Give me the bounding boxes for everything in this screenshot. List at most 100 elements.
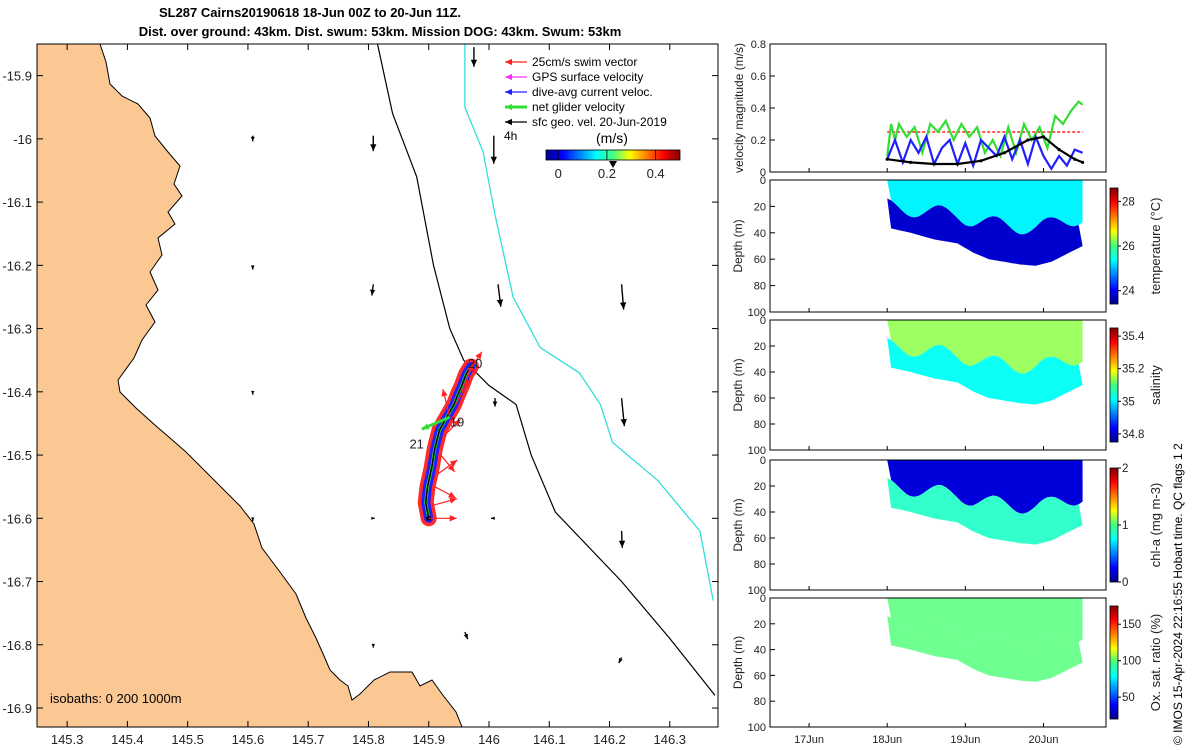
depth-tick-label: 100	[748, 585, 766, 597]
map-y-tick-label: -16.6	[2, 511, 32, 526]
velocity-point	[1026, 138, 1030, 142]
map-y-tick-label: -16	[13, 132, 32, 147]
swim-arrow	[437, 459, 458, 475]
depth-tick-label: 0	[760, 455, 766, 467]
velocity-tick-label: 0.6	[751, 71, 766, 83]
colorbar-tick-label: 35.4	[1122, 331, 1145, 343]
time-tick-label: 19Jun	[950, 734, 980, 746]
map-y-tick-label: -16.9	[2, 701, 32, 716]
depth-tick-label: 60	[754, 393, 766, 405]
depth-tick-label: 0	[760, 175, 766, 187]
section-lower-layer	[887, 615, 1083, 682]
sfc-geo-arrow	[250, 135, 255, 142]
colorbar-tick-label: 150	[1122, 619, 1141, 631]
colorbar-tick-label: 0	[1122, 577, 1128, 589]
map-y-tick-label: -16.7	[2, 575, 32, 590]
swim-vectors	[428, 351, 483, 522]
sfc-geo-arrow	[618, 530, 626, 548]
isobath-1000m	[464, 44, 714, 601]
colorbar-label: Ox. sat. ratio (%)	[1148, 614, 1163, 712]
map-y-tick-label: -15.9	[2, 69, 32, 84]
sfc-geo-arrow	[496, 284, 504, 307]
map-x-tick-label: 145.5	[171, 732, 204, 747]
sfc-geo-arrow	[250, 265, 255, 270]
colorbar-tick-label: 24	[1122, 286, 1135, 298]
glider-track	[417, 358, 479, 527]
colorbar-label: chl-a (mg m-3)	[1148, 483, 1163, 568]
section-colorbar	[1109, 187, 1119, 305]
legend-arrow	[505, 118, 527, 126]
colorbar-label: salinity	[1148, 365, 1163, 405]
depth-tick-label: 40	[754, 507, 766, 519]
swim-arrow	[431, 497, 458, 507]
sfc-geo-arrow	[470, 47, 478, 67]
land-coastline	[37, 44, 463, 727]
velocity-point	[1002, 151, 1007, 155]
velocity-point	[909, 160, 913, 164]
map-x-tick-label: 146.1	[533, 732, 566, 747]
time-tick-label: 20Jun	[1028, 734, 1058, 746]
sfc-geo-arrow	[618, 657, 623, 664]
velocity-point	[885, 157, 889, 161]
swim-arrow	[455, 378, 471, 405]
map-x-tick-label: 145.6	[232, 732, 265, 747]
depth-tick-label: 20	[754, 481, 766, 493]
velocity-tick-label: 0	[760, 167, 766, 179]
velocity-point	[1057, 148, 1061, 152]
legend-arrow	[505, 73, 527, 81]
colorbar-tick-label: 28	[1122, 196, 1135, 208]
depth-tick-label: 80	[754, 419, 766, 431]
sfc-geo-arrow	[490, 135, 497, 164]
colorbar-tick-label: 0.4	[647, 166, 665, 181]
colorbar-tick-label: 0	[555, 166, 562, 181]
map-x-tick-label: 146	[478, 732, 500, 747]
track-line	[424, 366, 472, 519]
sfc-geo-arrow	[251, 517, 255, 522]
section-lower-layer	[887, 198, 1083, 266]
colorbar-tick-label: 35.2	[1122, 364, 1144, 376]
depth-tick-label: 80	[754, 559, 766, 571]
sfc-geo-arrow	[620, 398, 627, 427]
velocity-point	[955, 162, 960, 166]
map-x-tick-label: 145.7	[292, 732, 325, 747]
isobaths-label: isobaths: 0 200 1000m	[50, 691, 182, 706]
map-x-tick-label: 146.3	[654, 732, 687, 747]
map-colorbar	[545, 149, 681, 161]
swim-arrow	[441, 388, 451, 418]
section-panel: 0 20 40 60 80 100 Depth (m) 50 100 150 Ox. sat. ra…	[731, 593, 1163, 734]
section-panel: 0 20 40 60 80 100 Depth (m) 24 26 28 temperature (…	[731, 175, 1163, 319]
swim-arrow	[440, 454, 456, 473]
map-x-tick-label: 145.8	[352, 732, 385, 747]
sfc-geo-arrow	[370, 135, 377, 152]
depth-tick-label: 100	[748, 722, 766, 734]
velocity-point	[979, 159, 983, 163]
depth-ylabel: Depth (m)	[731, 358, 745, 411]
day-label: 19	[450, 415, 464, 430]
colorbar-tick-label: 2	[1122, 463, 1128, 475]
section-panel: 0 20 40 60 80 100 Depth (m) 0 1 2 chl-a (mg m-3)	[731, 455, 1163, 597]
legend-entry: GPS surface velocity	[532, 70, 643, 84]
sfc-geo-arrow	[619, 284, 627, 310]
map-y-tick-label: -16.4	[2, 385, 32, 400]
swim-arrow	[434, 486, 457, 499]
depth-tick-label: 80	[754, 696, 766, 708]
sfc-geo-arrow	[371, 516, 375, 520]
depth-tick-label: 40	[754, 645, 766, 657]
depth-ylabel: Depth (m)	[731, 498, 745, 551]
map-y-tick-label: -16.3	[2, 322, 32, 337]
velocity-tick-label: 0.2	[751, 135, 766, 147]
velocity-point	[932, 162, 936, 166]
velocity-tick-label: 0.4	[751, 103, 766, 115]
map-y-tick-label: -16.1	[2, 195, 32, 210]
depth-tick-label: 60	[754, 670, 766, 682]
swim-arrow	[443, 418, 462, 437]
depth-tick-label: 0	[760, 315, 766, 327]
depth-tick-label: 20	[754, 201, 766, 213]
velocity-series-line	[886, 133, 1084, 171]
isobath-200m	[376, 44, 716, 696]
depth-tick-label: 40	[754, 367, 766, 379]
depth-tick-label: 100	[748, 307, 766, 319]
velocity-panel: 0 0.2 0.4 0.6 0.8 velocity magnitude (m/s)	[732, 39, 1107, 179]
